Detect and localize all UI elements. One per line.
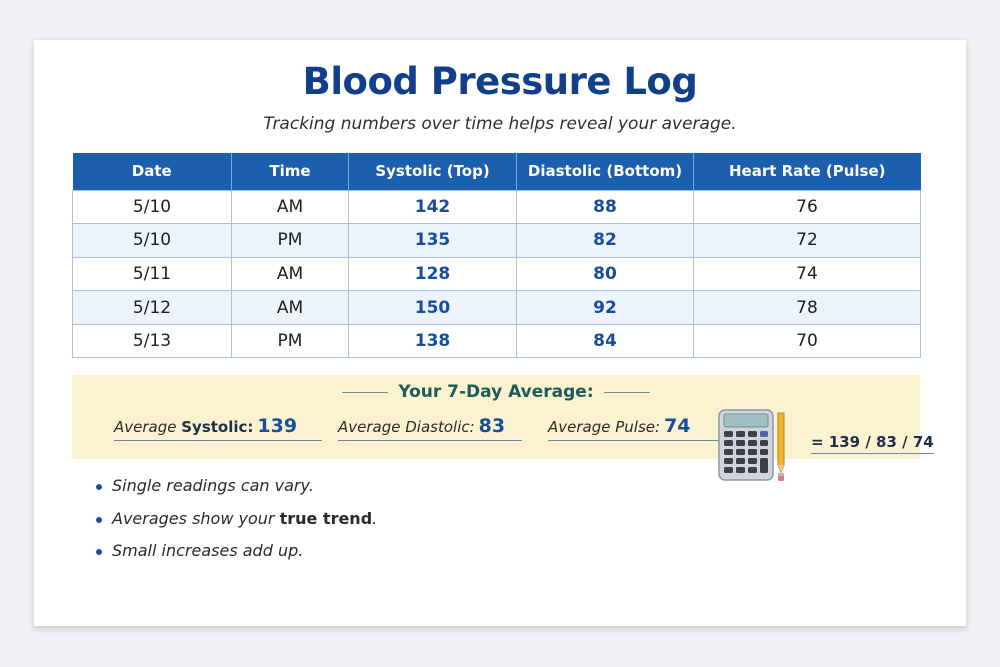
- average-panel: Your 7-Day Average: Average Systolic: 139…: [72, 375, 920, 459]
- cell-date: 5/11: [72, 256, 232, 292]
- cell-systolic: 128: [348, 256, 517, 292]
- cell-diastolic: 82: [516, 223, 694, 258]
- average-diastolic: Average Diastolic: 83: [338, 415, 522, 441]
- cell-diastolic: 92: [516, 290, 694, 325]
- cell-systolic: 138: [348, 323, 517, 359]
- list-item: Averages show your true trend.: [96, 509, 377, 542]
- list-item: Small increases add up.: [96, 541, 377, 574]
- cell-systolic: 135: [348, 223, 517, 258]
- table-row: 5/10 PM 135 82 72: [72, 223, 921, 258]
- column-header-diastolic: Diastolic (Bottom): [516, 153, 694, 190]
- cell-date: 5/10: [72, 189, 232, 225]
- average-formula: = 139 / 83 / 74: [811, 433, 934, 454]
- cell-time: PM: [231, 223, 349, 258]
- average-diastolic-value: 83: [478, 415, 506, 437]
- average-pulse: Average Pulse: 74: [548, 415, 734, 441]
- column-header-heart-rate: Heart Rate (Pulse): [693, 153, 921, 190]
- note-text-suffix: .: [372, 508, 378, 528]
- table-row: 5/10 AM 142 88 76: [72, 189, 921, 225]
- note-text-emphasis: true trend: [279, 508, 373, 528]
- table-row: 5/12 AM 150 92 78: [72, 290, 921, 325]
- cell-time: AM: [231, 256, 349, 292]
- cell-heart-rate: 70: [693, 323, 921, 359]
- list-item: Single readings can vary.: [96, 476, 377, 509]
- table-row: 5/13 PM 138 84 70: [72, 323, 921, 359]
- cell-time: AM: [231, 189, 349, 225]
- cell-systolic: 142: [348, 189, 517, 225]
- page-subtitle: Tracking numbers over time helps reveal …: [263, 114, 737, 134]
- cell-heart-rate: 76: [693, 189, 921, 225]
- column-header-date: Date: [72, 153, 232, 190]
- column-header-systolic: Systolic (Top): [348, 153, 517, 190]
- average-systolic-value: 139: [257, 415, 298, 437]
- notes-list: Single readings can vary. Averages show …: [96, 476, 377, 574]
- cell-heart-rate: 72: [693, 223, 921, 258]
- cell-diastolic: 84: [516, 323, 694, 359]
- title-rule-right: [603, 391, 650, 393]
- cell-time: PM: [231, 323, 349, 359]
- cell-heart-rate: 74: [693, 256, 921, 292]
- note-text-prefix: Averages show your: [112, 508, 280, 528]
- cell-heart-rate: 78: [693, 290, 921, 325]
- cell-date: 5/13: [72, 323, 232, 359]
- cell-time: AM: [231, 290, 349, 325]
- average-systolic-prefix: Average: [114, 418, 182, 436]
- cell-date: 5/12: [72, 290, 232, 325]
- cell-diastolic: 88: [516, 189, 694, 225]
- log-card: Blood Pressure Log Tracking numbers over…: [34, 40, 966, 626]
- average-pulse-value: 74: [664, 415, 691, 437]
- average-title-text: Your 7-Day Average:: [398, 382, 594, 402]
- average-systolic: Average Systolic: 139: [114, 415, 322, 441]
- average-title: Your 7-Day Average:: [72, 382, 920, 402]
- column-header-time: Time: [231, 153, 349, 190]
- average-pulse-label: Average Pulse:: [548, 418, 661, 436]
- cell-systolic: 150: [348, 290, 517, 325]
- table-row: 5/11 AM 128 80 74: [72, 256, 921, 292]
- average-diastolic-label: Average Diastolic:: [338, 418, 475, 436]
- bp-log-table: Date Time Systolic (Top) Diastolic (Bott…: [72, 153, 921, 359]
- calculator-icon: [718, 409, 785, 481]
- cell-date: 5/10: [72, 223, 232, 258]
- average-systolic-label: Systolic:: [181, 418, 254, 436]
- cell-diastolic: 80: [516, 256, 694, 292]
- pencil-icon: [777, 412, 785, 481]
- title-rule-left: [342, 391, 389, 393]
- table-header-row: Date Time Systolic (Top) Diastolic (Bott…: [72, 153, 921, 190]
- page-title: Blood Pressure Log: [302, 60, 698, 103]
